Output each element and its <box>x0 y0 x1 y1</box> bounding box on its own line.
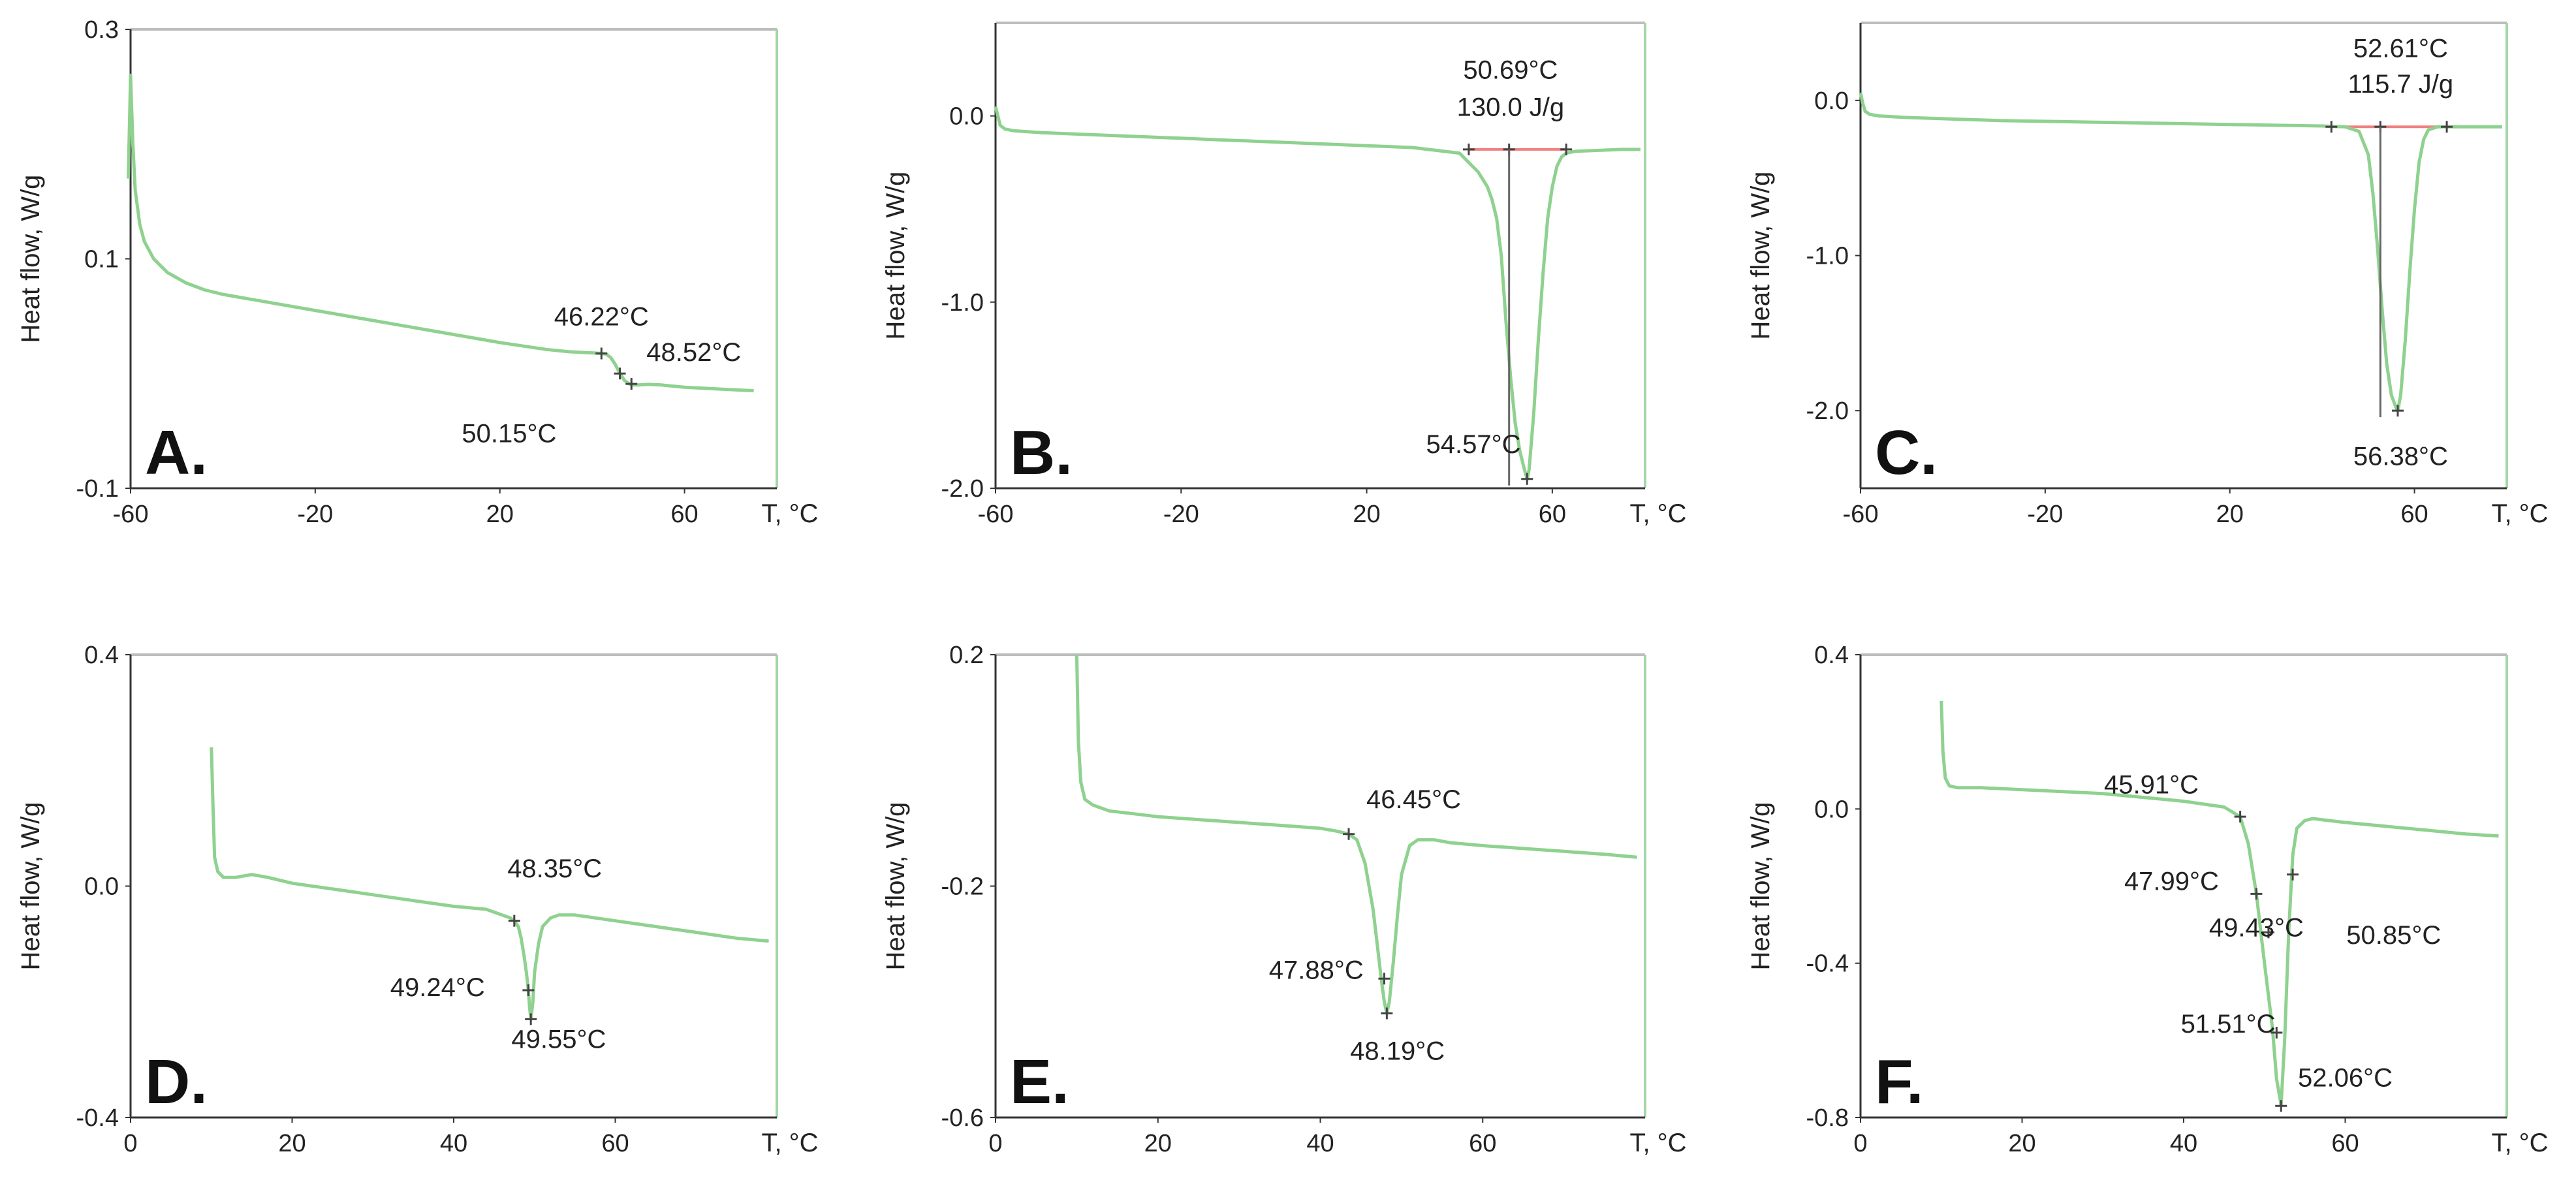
y-tick-label: -2.0 <box>1806 398 1849 425</box>
heat-flow-curve <box>1859 92 2502 413</box>
x-tick-label: -20 <box>297 501 333 528</box>
x-tick-label: 60 <box>601 1130 629 1157</box>
temperature-annotation: 54.57°C <box>1426 430 1521 459</box>
panel-letter: C. <box>1875 418 1938 488</box>
temperature-annotation: 130.0 J/g <box>1457 93 1565 122</box>
x-axis-title: T, °C <box>2491 499 2548 528</box>
x-tick-label: -60 <box>113 501 149 528</box>
x-tick-label: 20 <box>278 1130 306 1157</box>
chart-panel-1: -60 -20 20 60 0.3 0.1 -0.1 T, °C Heat flow, W/g 4… <box>16 16 819 528</box>
x-tick-label: -20 <box>2027 501 2063 528</box>
temperature-annotation: 48.52°C <box>646 338 741 367</box>
x-tick-label: 60 <box>2400 501 2428 528</box>
x-axis-title: T, °C <box>761 499 818 528</box>
x-tick-label: 20 <box>486 501 514 528</box>
y-tick-label: 0.4 <box>84 642 119 669</box>
y-tick-label: -1.0 <box>1806 243 1849 270</box>
temperature-annotation: 52.61°C <box>2353 34 2448 63</box>
x-axis-title: T, °C <box>1629 1129 1686 1157</box>
panel-letter: D. <box>145 1047 208 1117</box>
y-tick-label: 0.0 <box>1814 87 1849 115</box>
y-tick-label: -0.1 <box>76 475 119 503</box>
y-tick-label: 0.2 <box>949 642 984 669</box>
y-axis-title: Heat flow, W/g <box>16 175 45 343</box>
temperature-annotation: 56.38°C <box>2353 442 2448 471</box>
temperature-annotation: 46.45°C <box>1366 785 1461 814</box>
y-tick-label: 0.0 <box>1814 796 1849 823</box>
temperature-annotation: 45.91°C <box>2104 771 2199 800</box>
panel-letter: F. <box>1875 1047 1924 1117</box>
x-tick-label: 60 <box>1539 501 1566 528</box>
x-tick-label: 60 <box>2331 1130 2359 1157</box>
x-axis-title: T, °C <box>761 1129 818 1157</box>
x-axis-title: T, °C <box>2491 1129 2548 1157</box>
y-axis-title: Heat flow, W/g <box>1746 802 1775 971</box>
y-tick-label: 0.1 <box>84 246 119 273</box>
temperature-annotation: 50.69°C <box>1463 56 1558 85</box>
chart-panel-5: 0 20 40 60 0.2 -0.2 -0.6 T, °C Heat flow, W/g 46.… <box>881 642 1687 1157</box>
x-tick-label: -20 <box>1163 501 1199 528</box>
x-tick-label: 60 <box>670 501 698 528</box>
x-tick-label: 60 <box>1469 1130 1496 1157</box>
y-tick-label: -0.2 <box>941 873 984 901</box>
temperature-annotation: 51.51°C <box>2181 1010 2276 1039</box>
heat-flow-curve <box>210 747 769 1021</box>
panel-letter: A. <box>145 418 208 488</box>
x-tick-label: 40 <box>440 1130 467 1157</box>
y-axis-title: Heat flow, W/g <box>881 172 910 340</box>
y-tick-label: -2.0 <box>941 475 984 503</box>
x-tick-label: 40 <box>1306 1130 1334 1157</box>
temperature-annotation: 48.19°C <box>1350 1037 1445 1065</box>
temperature-annotation: 50.15°C <box>462 420 556 448</box>
x-tick-label: -60 <box>1843 501 1879 528</box>
x-tick-label: 20 <box>2216 501 2244 528</box>
x-tick-label: 20 <box>1353 501 1380 528</box>
temperature-annotation: 115.7 J/g <box>2348 70 2454 99</box>
y-tick-label: -0.8 <box>1806 1104 1849 1132</box>
y-tick-label: -1.0 <box>941 289 984 317</box>
x-tick-label: 0 <box>123 1130 137 1157</box>
temperature-annotation: 49.43°C <box>2209 913 2304 942</box>
temperature-annotation: 46.22°C <box>554 302 649 331</box>
heat-flow-curve <box>127 73 754 393</box>
chart-panel-3: -60 -20 20 60 0.0 -1.0 -2.0 T, °C Heat flow, W/g… <box>1746 22 2549 528</box>
heat-flow-curve <box>994 106 1641 481</box>
panel-letter: E. <box>1010 1047 1069 1117</box>
temperature-annotation: 50.85°C <box>2346 921 2441 950</box>
temperature-annotation: 47.99°C <box>2124 867 2219 896</box>
y-axis-title: Heat flow, W/g <box>16 802 45 971</box>
x-tick-label: 0 <box>1853 1130 1867 1157</box>
panel-letter: B. <box>1010 418 1073 488</box>
y-axis-title: Heat flow, W/g <box>881 802 910 971</box>
temperature-annotation: 52.06°C <box>2298 1064 2393 1093</box>
chart-panel-6: 0 20 40 60 0.4 0.0 -0.4 -0.8 T, °C Heat flow, W/g… <box>1746 642 2549 1157</box>
x-tick-label: 20 <box>2008 1130 2035 1157</box>
y-axis-title: Heat flow, W/g <box>1746 172 1775 340</box>
y-tick-label: -0.4 <box>76 1104 119 1132</box>
x-tick-label: 40 <box>2170 1130 2197 1157</box>
temperature-annotation: 47.88°C <box>1269 956 1364 984</box>
temperature-annotation: 49.24°C <box>390 973 485 1002</box>
x-tick-label: -60 <box>978 501 1014 528</box>
y-tick-label: 0.4 <box>1814 642 1849 669</box>
x-tick-label: 20 <box>1144 1130 1172 1157</box>
temperature-annotation: 48.35°C <box>507 854 602 883</box>
y-tick-label: -0.6 <box>941 1104 984 1132</box>
chart-panel-4: 0 20 40 60 0.4 0.0 -0.4 T, °C Heat flow, W/g 48.3… <box>16 642 819 1157</box>
y-tick-label: 0.0 <box>84 873 119 901</box>
temperature-annotation: 49.55°C <box>511 1025 606 1054</box>
y-tick-label: 0.3 <box>84 16 119 44</box>
heat-flow-curve <box>1075 654 1637 1015</box>
y-tick-label: -0.4 <box>1806 950 1849 978</box>
x-axis-title: T, °C <box>1629 499 1686 528</box>
chart-panel-2: -60 -20 20 60 0.0 -1.0 -2.0 T, °C Heat flow, W/g… <box>881 22 1687 528</box>
y-tick-label: 0.0 <box>949 103 984 131</box>
heat-flow-curve <box>1940 700 2499 1108</box>
x-tick-label: 0 <box>988 1130 1002 1157</box>
